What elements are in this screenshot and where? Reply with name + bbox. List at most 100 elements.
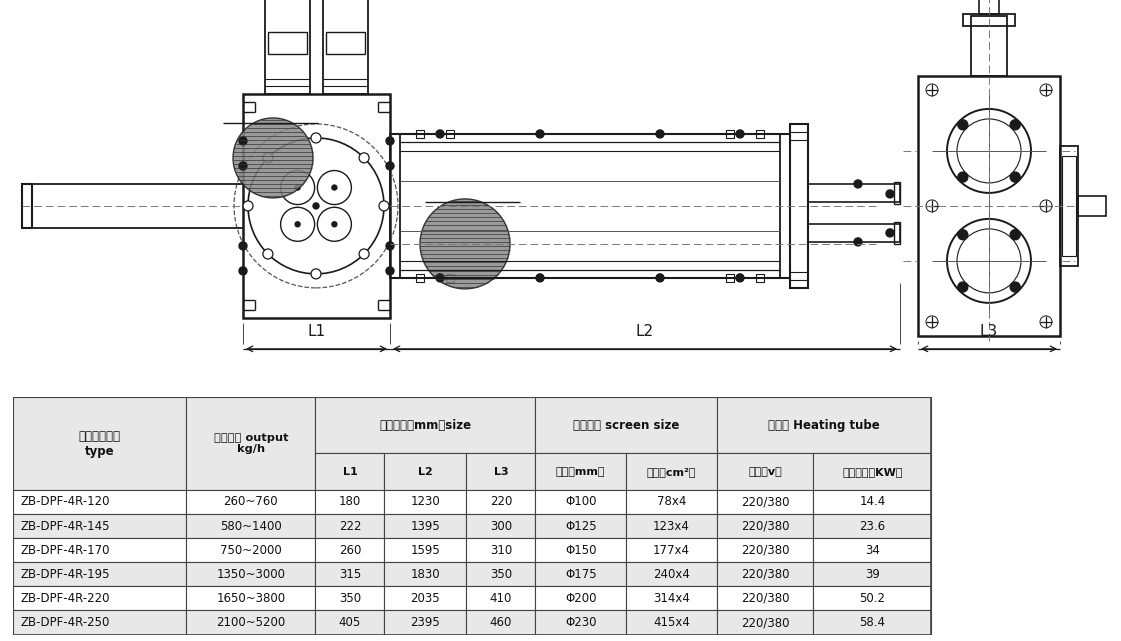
Text: Φ150: Φ150 bbox=[565, 544, 596, 556]
Bar bbox=[446, 274, 454, 282]
Text: 350: 350 bbox=[490, 568, 512, 581]
Text: L1: L1 bbox=[307, 324, 325, 339]
Text: 滤网尺寸 screen size: 滤网尺寸 screen size bbox=[573, 419, 679, 432]
Circle shape bbox=[311, 133, 321, 143]
Bar bbox=[536, 453, 627, 490]
Text: 220/380: 220/380 bbox=[741, 616, 789, 629]
Bar bbox=[268, 32, 307, 54]
Bar bbox=[717, 397, 932, 453]
Text: Φ100: Φ100 bbox=[565, 495, 596, 508]
Bar bbox=[315, 610, 385, 635]
Text: 260: 260 bbox=[339, 544, 361, 556]
Circle shape bbox=[736, 130, 744, 138]
Bar bbox=[717, 562, 813, 587]
Text: 220/380: 220/380 bbox=[741, 495, 789, 508]
Bar bbox=[808, 224, 900, 242]
Circle shape bbox=[1010, 120, 1020, 129]
Bar bbox=[756, 130, 765, 138]
Circle shape bbox=[1010, 282, 1020, 292]
Bar bbox=[466, 490, 536, 514]
Bar bbox=[979, 0, 999, 14]
Text: 1230: 1230 bbox=[410, 495, 441, 508]
Circle shape bbox=[886, 190, 895, 198]
Bar bbox=[390, 134, 400, 278]
Bar bbox=[385, 514, 466, 538]
Bar bbox=[536, 538, 627, 562]
Text: 面积（cm²）: 面积（cm²） bbox=[647, 467, 696, 476]
Text: Φ200: Φ200 bbox=[565, 592, 596, 605]
Bar bbox=[186, 514, 315, 538]
Bar bbox=[790, 124, 808, 288]
Text: 350: 350 bbox=[339, 592, 361, 605]
Bar bbox=[22, 184, 33, 228]
Circle shape bbox=[311, 269, 321, 279]
Bar bbox=[895, 182, 900, 204]
Text: 222: 222 bbox=[339, 520, 361, 533]
Circle shape bbox=[386, 162, 393, 170]
Bar bbox=[536, 514, 627, 538]
Text: Φ125: Φ125 bbox=[565, 520, 596, 533]
Bar bbox=[627, 562, 717, 587]
Bar bbox=[808, 184, 900, 202]
Bar bbox=[813, 538, 932, 562]
Text: 电压（v）: 电压（v） bbox=[748, 467, 782, 476]
Text: 460: 460 bbox=[490, 616, 512, 629]
Text: ZB-DPF-4R-170: ZB-DPF-4R-170 bbox=[20, 544, 110, 556]
Bar bbox=[416, 130, 424, 138]
Text: ZB-DPF-4R-250: ZB-DPF-4R-250 bbox=[20, 616, 110, 629]
Bar bbox=[536, 490, 627, 514]
Bar bbox=[13, 397, 186, 490]
Bar bbox=[627, 453, 717, 490]
Circle shape bbox=[332, 185, 337, 190]
Text: 1830: 1830 bbox=[410, 568, 441, 581]
Ellipse shape bbox=[420, 199, 510, 289]
Bar bbox=[315, 397, 536, 453]
Circle shape bbox=[239, 162, 247, 170]
Bar bbox=[385, 562, 466, 587]
Circle shape bbox=[656, 130, 664, 138]
Text: 2100~5200: 2100~5200 bbox=[216, 616, 286, 629]
Text: 1595: 1595 bbox=[410, 544, 441, 556]
Circle shape bbox=[263, 153, 272, 163]
Circle shape bbox=[1010, 172, 1020, 182]
Text: 123x4: 123x4 bbox=[654, 520, 691, 533]
Bar bbox=[186, 538, 315, 562]
Text: 1350~3000: 1350~3000 bbox=[216, 568, 286, 581]
Text: L3: L3 bbox=[980, 324, 998, 339]
Text: 78x4: 78x4 bbox=[657, 495, 686, 508]
Bar bbox=[813, 610, 932, 635]
Bar bbox=[726, 130, 734, 138]
Circle shape bbox=[263, 249, 272, 259]
Bar bbox=[756, 274, 765, 282]
Bar bbox=[323, 0, 368, 94]
Bar bbox=[385, 490, 466, 514]
Bar bbox=[627, 514, 717, 538]
Text: 50.2: 50.2 bbox=[860, 592, 886, 605]
Circle shape bbox=[536, 274, 544, 282]
Bar bbox=[315, 490, 385, 514]
Text: 34: 34 bbox=[865, 544, 880, 556]
Bar bbox=[627, 610, 717, 635]
Text: 750~2000: 750~2000 bbox=[220, 544, 281, 556]
Text: 1395: 1395 bbox=[410, 520, 441, 533]
Text: 220/380: 220/380 bbox=[741, 592, 789, 605]
Text: 580~1400: 580~1400 bbox=[220, 520, 281, 533]
Bar bbox=[918, 76, 1060, 336]
Circle shape bbox=[239, 137, 247, 145]
Text: Φ175: Φ175 bbox=[565, 568, 596, 581]
Text: 14.4: 14.4 bbox=[859, 495, 886, 508]
Text: 177x4: 177x4 bbox=[654, 544, 691, 556]
Bar bbox=[466, 453, 536, 490]
Circle shape bbox=[957, 172, 967, 182]
Text: 260~760: 260~760 bbox=[223, 495, 278, 508]
Bar bbox=[265, 0, 311, 94]
Bar bbox=[466, 514, 536, 538]
Circle shape bbox=[1010, 229, 1020, 240]
Text: ZB-DPF-4R-195: ZB-DPF-4R-195 bbox=[20, 568, 110, 581]
Bar bbox=[13, 490, 186, 514]
Circle shape bbox=[957, 282, 967, 292]
Circle shape bbox=[886, 229, 895, 237]
Circle shape bbox=[436, 274, 444, 282]
Text: 23.6: 23.6 bbox=[860, 520, 886, 533]
Text: 220/380: 220/380 bbox=[741, 568, 789, 581]
